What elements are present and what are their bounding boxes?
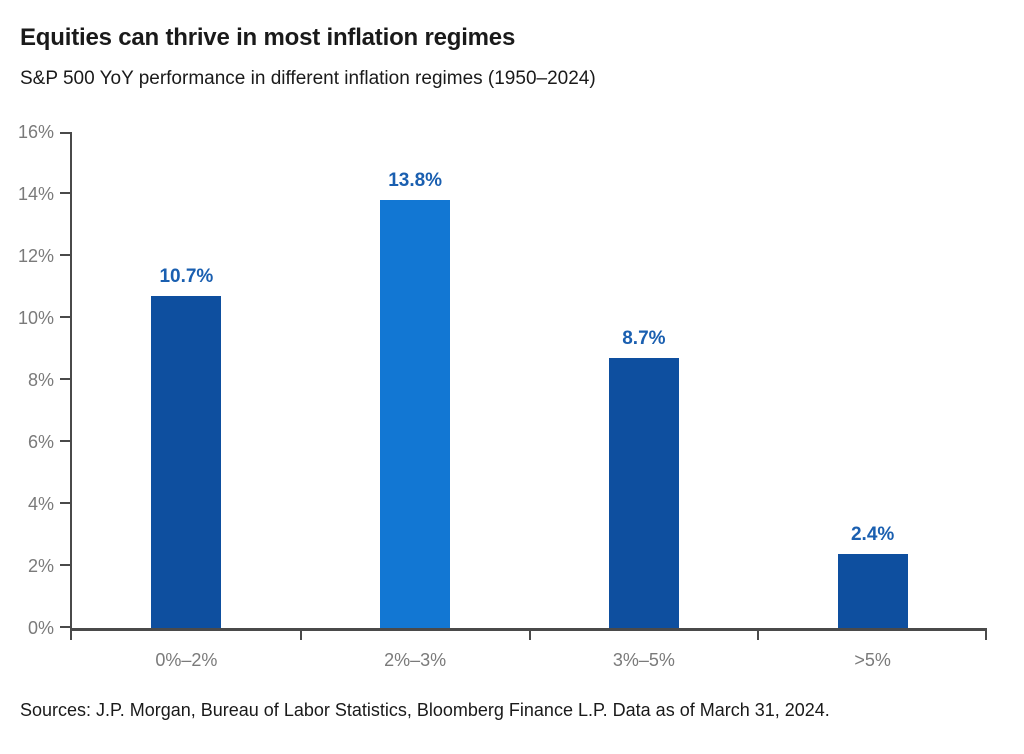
y-axis-tick-label: 4%	[27, 494, 54, 514]
y-axis-tick	[60, 626, 70, 628]
bar-value-label: 2.4%	[850, 523, 895, 545]
y-axis-tick-label: 10%	[17, 308, 54, 328]
x-axis-tick	[299, 628, 302, 640]
y-axis-tick-label: 2%	[27, 556, 54, 576]
bar-2%–3%	[380, 200, 451, 628]
plot-area: 0% 2% 4% 6% 8% 10% 12% 14% 16% 10.7% 0%–2% 13.8% 2%–…	[18, 122, 987, 670]
y-axis-tick-label: 16%	[17, 122, 54, 142]
chart-title: Equities can thrive in most inflation re…	[20, 24, 516, 51]
y-axis-tick	[60, 564, 70, 566]
bar-value-label: 10.7%	[159, 266, 214, 288]
bar-3%–5%	[608, 358, 679, 628]
x-axis-tick	[528, 628, 531, 640]
y-axis-tick	[60, 254, 70, 256]
y-axis-tick	[60, 502, 70, 504]
bar-value-label: 8.7%	[622, 328, 666, 350]
y-axis-tick	[60, 440, 70, 442]
y-axis-tick-label: 14%	[17, 184, 54, 204]
bar->5%	[837, 553, 908, 628]
x-axis-category-label: >5%	[854, 650, 891, 670]
y-axis-tick-label: 6%	[27, 432, 54, 452]
y-axis-tick	[60, 192, 70, 194]
sources-note: Sources: J.P. Morgan, Bureau of Labor St…	[20, 700, 830, 720]
x-axis-tick	[70, 628, 72, 640]
y-axis-tick	[60, 316, 70, 318]
x-axis-category-label: 0%–2%	[155, 650, 218, 670]
chart-subtitle: S&P 500 YoY performance in different inf…	[20, 68, 596, 89]
x-axis-tick	[985, 628, 987, 640]
x-axis-category-label: 2%–3%	[384, 650, 447, 670]
y-axis-tick	[60, 132, 70, 134]
x-axis-tick	[757, 628, 760, 640]
y-axis-tick-label: 8%	[27, 370, 54, 390]
y-axis-tick	[60, 378, 70, 380]
bar-0%–2%	[151, 296, 222, 628]
y-axis-tick-label: 12%	[17, 246, 54, 266]
x-axis-category-label: 3%–5%	[612, 650, 675, 670]
bar-value-label: 13.8%	[388, 170, 443, 192]
y-axis-tick-label: 0%	[27, 618, 54, 638]
